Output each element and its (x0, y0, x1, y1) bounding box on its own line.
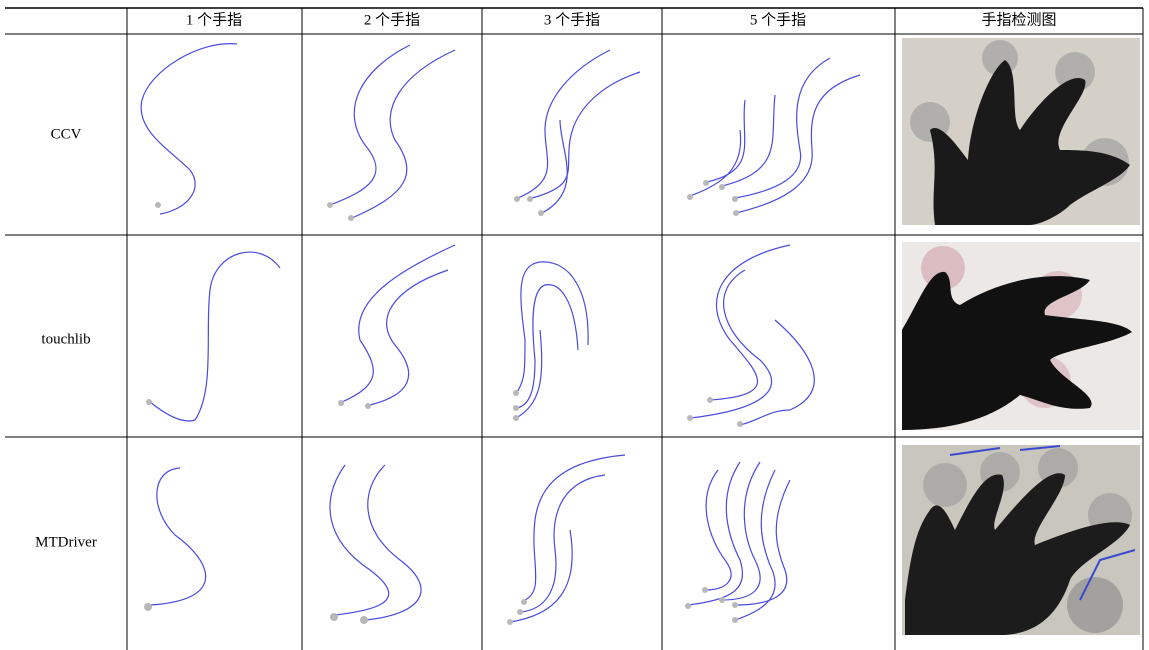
hand-image (902, 242, 1140, 430)
row-label: touchlib (41, 331, 90, 347)
column-header: 3 个手指 (544, 11, 600, 28)
column-header: 5 个手指 (750, 11, 806, 28)
table-rules (5, 7, 1144, 650)
column-header: 手指检测图 (981, 11, 1056, 28)
row-label: MTDriver (35, 534, 97, 550)
hand-image (902, 445, 1140, 635)
row-label: CCV (51, 126, 82, 142)
trace-panel (140, 43, 861, 221)
trace-panel (144, 454, 791, 625)
trace-panel (146, 244, 815, 427)
column-header: 2 个手指 (364, 11, 420, 28)
hand-image (902, 38, 1140, 225)
column-header: 1 个手指 (186, 11, 242, 28)
